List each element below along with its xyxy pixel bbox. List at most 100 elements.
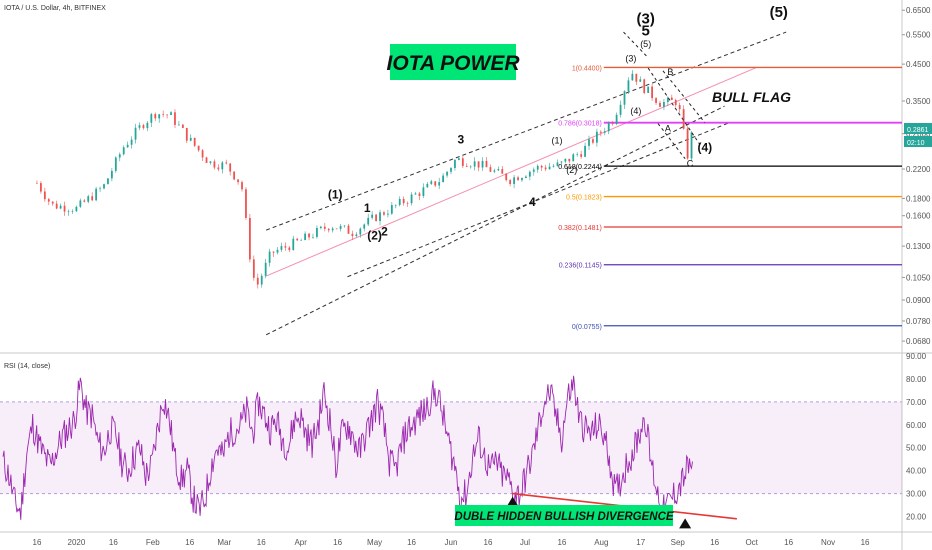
candle-body — [639, 79, 642, 82]
candle-body — [607, 122, 610, 132]
wave-label: C — [687, 158, 694, 168]
candle — [154, 112, 157, 121]
candle — [525, 175, 527, 179]
candle — [521, 177, 523, 182]
time-tick-label: 16 — [861, 538, 870, 547]
wave-label: 2 — [381, 224, 388, 238]
candle-body — [138, 125, 141, 128]
candle-body — [540, 165, 543, 168]
fib-label: 0.5(0.1823) — [566, 195, 602, 202]
candle-body — [564, 158, 567, 162]
candle-body — [426, 183, 429, 188]
price-tick-label: 0.0680 — [906, 337, 931, 346]
candle — [217, 164, 220, 172]
time-tick-label: 16 — [33, 538, 42, 547]
candle — [331, 226, 334, 233]
price-tick-label: 0.1600 — [906, 212, 931, 221]
candle — [91, 192, 94, 202]
candle-body — [387, 213, 389, 215]
candle — [359, 227, 362, 238]
time-tick-label: Oct — [745, 538, 758, 547]
candle-body — [280, 246, 283, 250]
candle-body — [114, 157, 117, 171]
candle-body — [485, 160, 488, 168]
candle — [79, 198, 82, 208]
candle-body — [170, 112, 172, 115]
candle-body — [126, 144, 129, 148]
candle — [379, 209, 381, 226]
candle — [166, 114, 168, 119]
candle — [454, 159, 456, 171]
candle — [284, 242, 287, 251]
candle-body — [544, 167, 547, 170]
time-tick-label: 16 — [109, 538, 118, 547]
candle — [162, 110, 165, 118]
candle-body — [666, 97, 669, 103]
time-tick-label: Feb — [146, 538, 160, 547]
candle — [580, 150, 583, 159]
time-axis: 16 2020 16 Feb 16 Mar 16 Apr 16 May 16 Jun 16 Jul 16 Au… — [33, 538, 871, 547]
channel-lower-line — [265, 105, 725, 336]
time-tick-label: 16 — [185, 538, 194, 547]
candle-body — [241, 182, 243, 190]
candle — [126, 141, 129, 148]
wave-labels: (1)1(2) 234(1)(2)(3)(4)ABC(4)(3)5(5)(5) — [328, 4, 788, 242]
time-tick-label: Apr — [294, 538, 307, 547]
wave-label: (1) — [551, 135, 562, 145]
candle — [47, 197, 50, 206]
time-tick-label: Mar — [217, 538, 231, 547]
candle — [83, 199, 86, 203]
candle — [185, 127, 188, 144]
candle-body — [335, 228, 338, 230]
candle-body — [599, 131, 602, 133]
price-tag: 0.2861 — [907, 127, 929, 134]
candle — [576, 152, 579, 157]
candle-body — [363, 224, 366, 229]
title-banner: IOTA POWER — [387, 44, 520, 80]
candle — [663, 98, 665, 110]
candle-body — [193, 137, 196, 146]
time-tick-label: 16 — [710, 538, 719, 547]
candle-body — [438, 182, 441, 186]
candle-body — [446, 171, 448, 176]
candle-body — [560, 161, 563, 163]
candle — [178, 120, 180, 126]
candle — [174, 109, 176, 128]
candle-body — [584, 145, 586, 157]
candle-body — [576, 154, 579, 155]
candle-body — [245, 189, 247, 218]
candle-body — [209, 161, 212, 163]
candle-body — [134, 127, 137, 140]
candle-body — [213, 161, 216, 168]
fib-label: 0.618(0.2244) — [558, 164, 602, 171]
price-tick-label: 0.0900 — [906, 296, 931, 305]
rsi-tick-label: 30.00 — [906, 490, 927, 499]
time-tick-label: 16 — [333, 538, 342, 547]
candle-body — [47, 199, 50, 202]
candle-body — [682, 109, 685, 129]
candle — [197, 145, 200, 152]
time-tick-label: Jun — [445, 538, 458, 547]
wave-label: (3) — [625, 54, 636, 64]
candle — [434, 181, 437, 188]
candle-body — [178, 124, 180, 126]
candle — [446, 171, 448, 178]
candle-body — [197, 145, 200, 151]
candle-body — [110, 170, 113, 179]
wave-label: 1 — [364, 201, 371, 215]
candle — [418, 191, 421, 201]
candle — [548, 162, 551, 170]
rsi-tick-label: 40.00 — [906, 467, 927, 476]
candle — [607, 121, 610, 135]
candle — [375, 213, 377, 222]
candle — [142, 123, 145, 130]
candle — [513, 175, 515, 189]
candle — [619, 100, 622, 118]
candle — [36, 180, 38, 184]
candle — [615, 112, 618, 126]
candle — [347, 223, 350, 234]
candle-body — [83, 200, 86, 202]
price-axis: 0.6500 0.5500 0.4500 0.3500 0.2800 0.2200 0.18… — [902, 6, 931, 346]
